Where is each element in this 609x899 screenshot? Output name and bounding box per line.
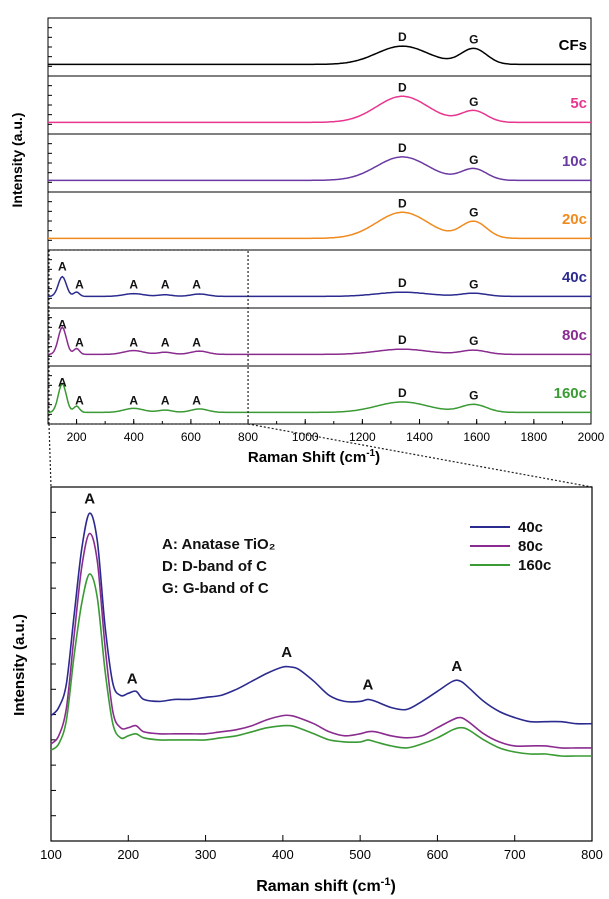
top-xtick-label: 1200	[349, 430, 376, 444]
peak-label-G: G	[469, 95, 478, 109]
panel-frame-5c	[47, 75, 592, 135]
panel-frame-10c	[47, 133, 592, 193]
peak-label-A: A	[75, 335, 84, 349]
peak-label-D: D	[398, 30, 407, 44]
peak-label-A: A	[75, 393, 84, 407]
bottom-xtick-label: 600	[427, 847, 449, 862]
peak-label-A: A	[161, 277, 170, 291]
spectrum-10c	[48, 156, 591, 182]
bottom-xlabel-sup: -1	[381, 876, 391, 888]
top-xtick-label: 1400	[406, 430, 433, 444]
spectrum-80c	[47, 326, 591, 356]
spectrum-160c	[47, 382, 591, 414]
peak-label-D: D	[398, 276, 407, 290]
bottom-xlabel: Raman shift (cm-1)	[256, 876, 396, 895]
panel-frame-CFs	[47, 17, 592, 77]
spectrum-20c	[48, 211, 591, 240]
spectrum-5c	[48, 95, 591, 124]
peak-label-D: D	[398, 141, 407, 155]
series-line-40c	[50, 512, 593, 725]
peak-label-A: A	[161, 335, 170, 349]
peak-label-G: G	[469, 206, 478, 220]
peak-label-A: A	[75, 277, 84, 291]
bottom-xtick-label: 400	[272, 847, 294, 862]
top-xlabel: Raman Shift (cm-1)	[248, 448, 380, 466]
panel-label-5c: 5c	[570, 95, 587, 112]
series-line-80c	[50, 532, 592, 749]
top-xtick-label: 800	[238, 430, 258, 444]
zoom-connector-left	[48, 423, 52, 488]
top-xlabel-sup: -1	[366, 448, 375, 459]
peak-label-A: A	[58, 259, 67, 273]
bottom-ylabel: Intensity (a.u.)	[11, 614, 28, 716]
bottom-xtick-label: 100	[40, 847, 62, 862]
top-ylabel: Intensity (a.u.)	[9, 113, 25, 208]
top-xtick-label: 200	[67, 430, 87, 444]
top-xlabel-main: Raman Shift (cm	[248, 449, 366, 466]
bottom-xlabel-main: Raman shift (cm	[256, 878, 380, 895]
annotation-g-band: G: G-band of C	[162, 580, 269, 597]
top-xtick-label: 2000	[578, 430, 605, 444]
peak-label-A: A	[58, 317, 67, 331]
top-xtick-label: 1600	[463, 430, 490, 444]
spectrum-40c	[47, 275, 591, 298]
zoom-peak-label-A: A	[84, 490, 95, 507]
spectrum-CFs	[48, 45, 591, 66]
series-line-160c	[50, 573, 592, 757]
peak-label-G: G	[469, 334, 478, 348]
panel-label-80c: 80c	[562, 327, 587, 344]
panel-label-10c: 10c	[562, 153, 587, 170]
zoom-peak-label-A: A	[127, 670, 138, 687]
peak-label-A: A	[192, 335, 201, 349]
zoom-peak-label-A: A	[362, 676, 373, 693]
top-xtick-label: 1800	[520, 430, 547, 444]
panel-label-CFs: CFs	[559, 37, 587, 54]
legend-label-40c: 40c	[518, 519, 543, 536]
bottom-xtick-label: 800	[581, 847, 603, 862]
peak-label-A: A	[192, 277, 201, 291]
peak-label-A: A	[58, 375, 67, 389]
peak-label-A: A	[161, 393, 170, 407]
peak-label-D: D	[398, 80, 407, 94]
panel-label-40c: 40c	[562, 269, 587, 286]
zoom-box	[48, 249, 249, 425]
top-xlabel-tail: )	[375, 449, 380, 466]
legend: 40c 80c 160c	[470, 519, 551, 574]
bottom-xtick-label: 300	[195, 847, 217, 862]
bottom-xtick-label: 700	[504, 847, 526, 862]
zoom-peak-label-A: A	[281, 644, 292, 661]
bottom-frame	[50, 486, 593, 842]
bottom-zoom-chart: 100 200 300 400 500 600 700 800 A A A A A	[40, 423, 603, 862]
bottom-xlabel-tail: )	[390, 878, 395, 895]
panel-label-160c: 160c	[554, 385, 587, 402]
top-xtick-label: 1000	[292, 430, 319, 444]
peak-label-A: A	[129, 393, 138, 407]
panel-label-20c: 20c	[562, 211, 587, 228]
peak-label-D: D	[398, 333, 407, 347]
panel-frame-20c	[47, 191, 592, 251]
peak-label-D: D	[398, 386, 407, 400]
legend-label-160c: 160c	[518, 557, 551, 574]
peak-label-G: G	[469, 153, 478, 167]
peak-label-G: G	[469, 33, 478, 47]
peak-label-G: G	[469, 389, 478, 403]
top-xtick-label: 600	[181, 430, 201, 444]
zoom-peak-label-A: A	[451, 658, 462, 675]
bottom-xtick-label: 200	[117, 847, 139, 862]
top-xtick-label: 400	[124, 430, 144, 444]
peak-label-A: A	[192, 393, 201, 407]
peak-label-G: G	[469, 277, 478, 291]
annotation-d-band: D: D-band of C	[162, 558, 267, 575]
peak-label-A: A	[129, 335, 138, 349]
annotation-anatase: A: Anatase TiO₂	[162, 536, 275, 553]
legend-label-80c: 80c	[518, 538, 543, 555]
peak-label-A: A	[129, 277, 138, 291]
peak-label-D: D	[398, 196, 407, 210]
bottom-xtick-label: 500	[349, 847, 371, 862]
